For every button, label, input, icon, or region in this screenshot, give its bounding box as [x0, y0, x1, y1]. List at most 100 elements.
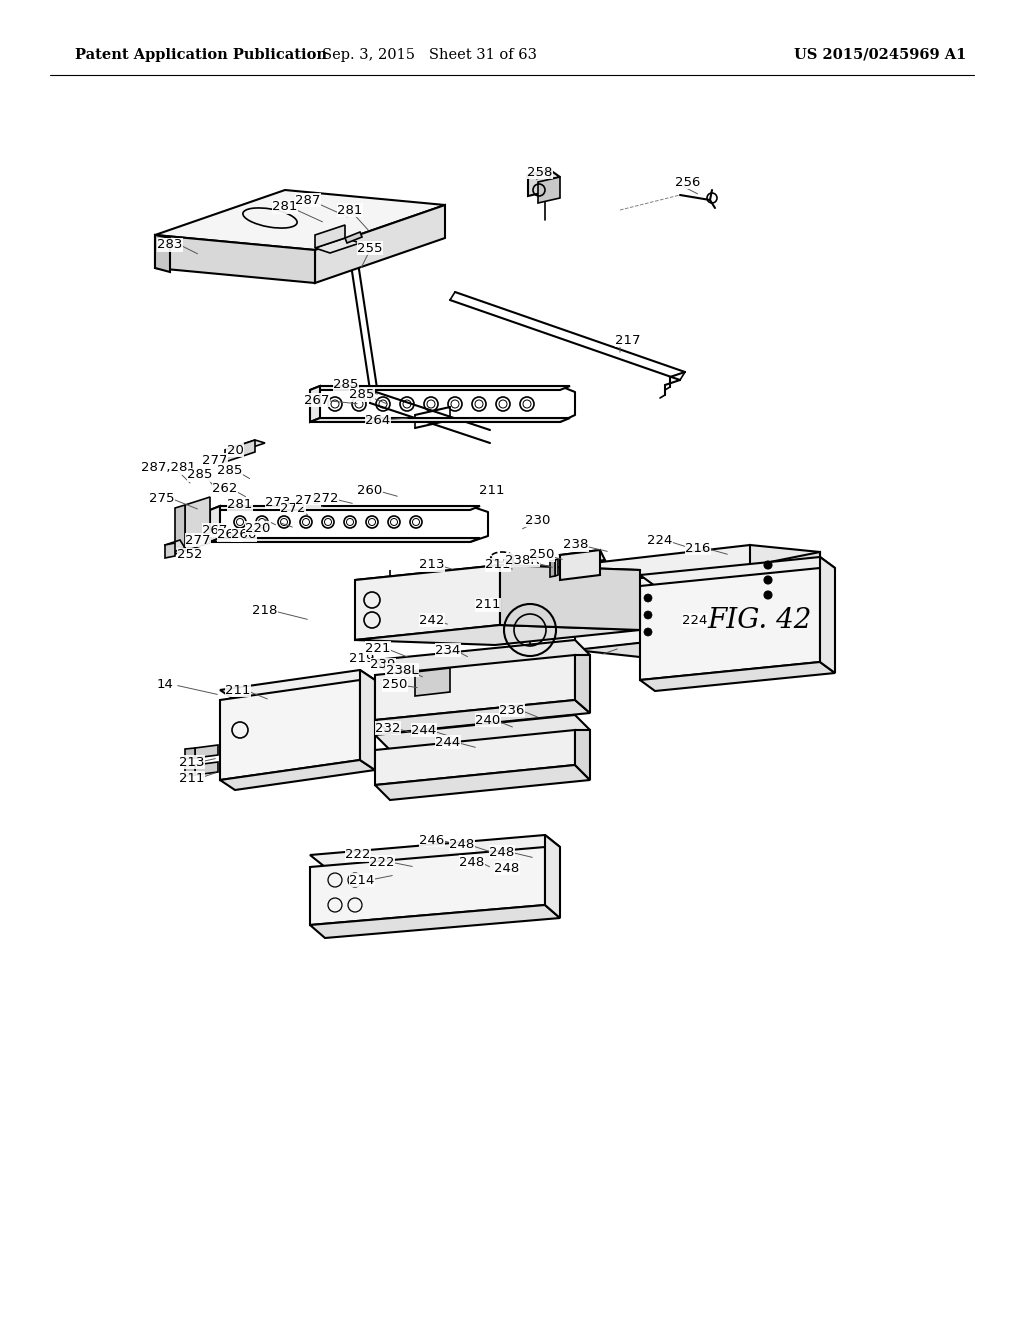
- Polygon shape: [500, 565, 640, 630]
- Polygon shape: [528, 170, 560, 182]
- Polygon shape: [225, 440, 265, 453]
- Polygon shape: [310, 906, 560, 939]
- Polygon shape: [375, 640, 590, 675]
- Polygon shape: [310, 836, 560, 867]
- Text: 230: 230: [525, 513, 551, 527]
- Polygon shape: [375, 766, 590, 800]
- Text: 232: 232: [375, 722, 400, 734]
- Text: 258: 258: [527, 165, 553, 178]
- Polygon shape: [575, 630, 820, 657]
- Text: 256: 256: [675, 176, 700, 189]
- Polygon shape: [310, 847, 545, 925]
- Text: 224: 224: [682, 614, 708, 627]
- Text: 236: 236: [500, 704, 524, 717]
- Polygon shape: [755, 552, 820, 634]
- Polygon shape: [360, 671, 375, 770]
- Text: 285: 285: [349, 388, 375, 401]
- Polygon shape: [185, 766, 195, 776]
- Text: 281: 281: [272, 201, 298, 214]
- Text: 213: 213: [419, 558, 444, 572]
- Text: 216: 216: [685, 541, 711, 554]
- Text: 20: 20: [226, 444, 244, 457]
- Polygon shape: [175, 506, 185, 554]
- Text: 250: 250: [382, 678, 408, 692]
- Text: 273: 273: [265, 495, 291, 508]
- Polygon shape: [155, 235, 315, 282]
- Text: 242: 242: [419, 614, 444, 627]
- Text: 224: 224: [647, 533, 673, 546]
- Text: 218: 218: [252, 603, 278, 616]
- Polygon shape: [575, 730, 590, 780]
- Text: 281: 281: [337, 203, 362, 216]
- Text: 248: 248: [495, 862, 519, 874]
- Text: 281: 281: [227, 499, 253, 511]
- Text: 266: 266: [231, 528, 257, 541]
- Text: 220: 220: [246, 521, 270, 535]
- Polygon shape: [315, 205, 445, 282]
- Text: 211: 211: [485, 558, 511, 572]
- Polygon shape: [185, 498, 210, 550]
- Polygon shape: [355, 565, 500, 640]
- Circle shape: [644, 594, 652, 602]
- Circle shape: [764, 591, 772, 599]
- Text: 217: 217: [615, 334, 641, 346]
- Text: FIG. 42: FIG. 42: [708, 606, 812, 634]
- Text: 260: 260: [357, 483, 383, 496]
- Text: 267: 267: [203, 524, 227, 536]
- Polygon shape: [640, 568, 820, 680]
- Text: 238R: 238R: [505, 553, 540, 566]
- Polygon shape: [415, 668, 450, 696]
- Text: 277: 277: [203, 454, 227, 466]
- Polygon shape: [375, 730, 575, 785]
- Polygon shape: [210, 506, 480, 510]
- Text: 267: 267: [304, 393, 330, 407]
- Polygon shape: [310, 385, 570, 389]
- Polygon shape: [210, 539, 480, 543]
- Text: 211: 211: [225, 684, 251, 697]
- Polygon shape: [375, 715, 590, 750]
- Polygon shape: [210, 506, 220, 543]
- Polygon shape: [550, 560, 555, 577]
- Polygon shape: [195, 744, 218, 758]
- Text: 250: 250: [529, 549, 555, 561]
- Polygon shape: [375, 700, 590, 733]
- Text: 238: 238: [563, 539, 589, 552]
- Polygon shape: [165, 543, 175, 558]
- Polygon shape: [375, 655, 575, 719]
- Polygon shape: [155, 190, 445, 249]
- Polygon shape: [310, 418, 570, 422]
- Polygon shape: [225, 440, 255, 462]
- Text: 214: 214: [349, 874, 375, 887]
- Polygon shape: [545, 836, 560, 917]
- Text: 275: 275: [150, 491, 175, 504]
- Text: 246: 246: [420, 833, 444, 846]
- Polygon shape: [640, 557, 835, 586]
- Text: 244: 244: [435, 735, 461, 748]
- Text: 272: 272: [313, 491, 339, 504]
- Text: 277: 277: [185, 533, 211, 546]
- Text: 244: 244: [412, 723, 436, 737]
- Text: 222: 222: [370, 855, 394, 869]
- Text: 275: 275: [295, 494, 321, 507]
- Polygon shape: [528, 170, 550, 195]
- Polygon shape: [560, 550, 600, 579]
- Polygon shape: [575, 545, 755, 585]
- Polygon shape: [575, 565, 755, 649]
- Polygon shape: [315, 238, 360, 253]
- Circle shape: [764, 561, 772, 569]
- Text: Patent Application Publication: Patent Application Publication: [75, 48, 327, 62]
- Polygon shape: [750, 545, 820, 620]
- Text: 234: 234: [435, 644, 461, 656]
- Text: 248: 248: [450, 838, 475, 851]
- Polygon shape: [165, 540, 185, 553]
- Polygon shape: [185, 748, 195, 759]
- Polygon shape: [538, 177, 560, 203]
- Text: 211: 211: [179, 771, 205, 784]
- Text: 213: 213: [179, 755, 205, 768]
- Text: 222: 222: [345, 849, 371, 862]
- Polygon shape: [355, 624, 640, 645]
- Text: 285: 285: [187, 469, 213, 482]
- Polygon shape: [220, 680, 360, 780]
- Text: 221: 221: [366, 642, 391, 655]
- Polygon shape: [640, 663, 835, 690]
